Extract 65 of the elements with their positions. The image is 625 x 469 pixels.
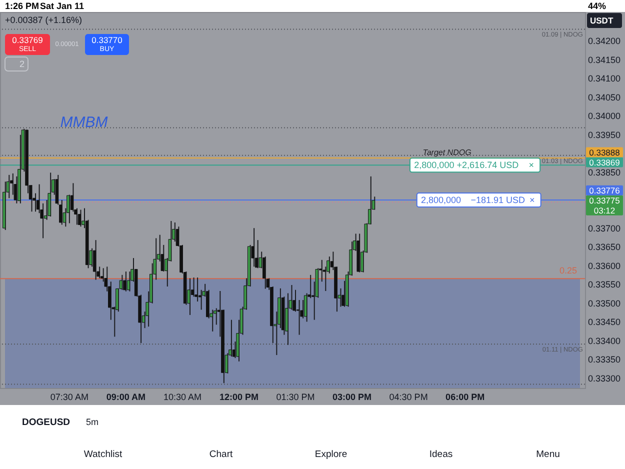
x-tick-label: 06:00 PM <box>446 392 485 402</box>
y-tick-label: 0.33650 <box>588 242 621 252</box>
annotation: × <box>528 160 534 170</box>
y-tick-label: 0.34000 <box>588 111 621 122</box>
annotation: 0.33769 <box>12 35 44 45</box>
y-tick-label: 0.34050 <box>588 92 621 102</box>
candlestick <box>66 194 70 224</box>
candlestick <box>78 209 82 228</box>
y-tick-label: 0.33950 <box>588 130 621 140</box>
annotation: +2,616.74 USD <box>456 160 520 170</box>
band-label: 0.25 <box>559 266 577 276</box>
candlestick <box>126 271 130 292</box>
text: 5m <box>86 417 99 427</box>
text: Watchlist <box>84 449 122 460</box>
annotation: MMBM <box>60 114 108 131</box>
x-tick-label: 10:30 AM <box>163 392 202 402</box>
y-tick-label: 0.33300 <box>588 373 621 384</box>
text: Menu <box>536 449 560 460</box>
annotation: 2 <box>19 59 25 69</box>
annotation: 2,800,000 <box>414 160 454 170</box>
candlestick <box>296 299 300 336</box>
y-tick-label: 0.33600 <box>588 260 621 271</box>
y-tick-label: 0.33700 <box>588 223 621 234</box>
annotation: 2,800,000 <box>420 195 461 205</box>
text: Sat Jan 11 <box>40 1 84 11</box>
x-tick-label: 09:00 AM <box>106 392 146 402</box>
x-tick-label: 01:30 PM <box>276 392 315 402</box>
annotation: −181.91 USD <box>470 195 526 205</box>
x-tick-label: 04:30 PM <box>389 392 428 402</box>
annotation: Target NDOG <box>422 148 472 157</box>
text: Explore <box>314 449 348 460</box>
x-tick-label: 12:00 PM <box>219 392 259 402</box>
annotation: 0.33770 <box>92 35 123 45</box>
candlestick <box>2 181 6 230</box>
x-tick-label: 07:30 AM <box>50 392 88 402</box>
y-tick-label: 0.33500 <box>588 298 621 308</box>
y-tick-label: 0.33850 <box>588 167 621 178</box>
candlestick <box>304 292 308 322</box>
text: Ideas <box>429 449 453 460</box>
candlestick <box>194 277 198 302</box>
y-tick-label: 0.33550 <box>588 280 621 290</box>
candlestick <box>92 240 96 280</box>
candlestick <box>285 292 288 346</box>
ref-line-label: 0.33888 <box>589 147 620 158</box>
y-tick-label: 0.34200 <box>588 36 621 46</box>
annotation: × <box>530 195 535 205</box>
ref-line-label: 0.33869 <box>589 157 620 168</box>
y-tick-label: 0.34100 <box>588 74 621 84</box>
y-axis-title: USDT <box>590 16 614 26</box>
text: 1:26 PM <box>5 1 40 11</box>
y-tick-label: 0.34150 <box>588 54 621 65</box>
candlestick <box>48 172 52 217</box>
x-tick-label: 03:00 PM <box>332 392 372 402</box>
candlestick <box>123 271 126 292</box>
text: Chart <box>209 449 233 460</box>
annotation: 0.33775 03:12 <box>589 195 620 216</box>
candlestick <box>70 182 74 212</box>
y-tick-label: 0.33450 <box>588 317 621 328</box>
candlestick <box>292 289 296 312</box>
text: DOGEUSD <box>22 417 70 428</box>
y-tick-label: 0.33400 <box>588 336 621 346</box>
ref-line-label: 0.33776 <box>589 185 620 196</box>
y-tick-label: 0.33350 <box>588 354 621 365</box>
annotation: +0.00387 (+1.16%) <box>5 15 82 25</box>
text: 44% <box>588 1 606 11</box>
